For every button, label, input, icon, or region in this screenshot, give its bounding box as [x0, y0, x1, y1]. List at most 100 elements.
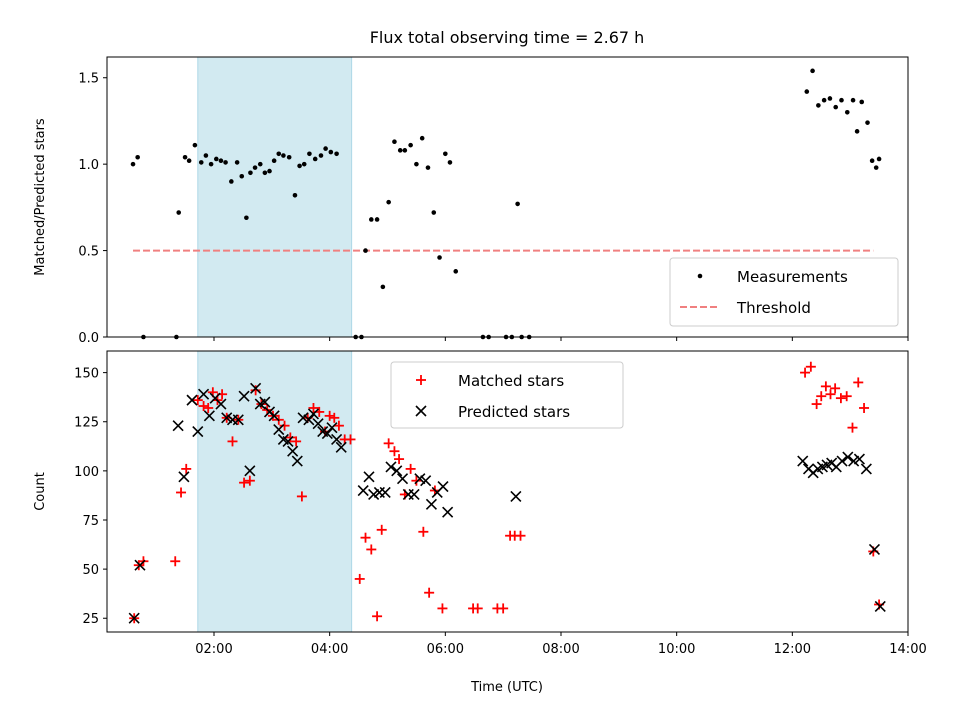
- data-point: [244, 465, 256, 477]
- data-point: [385, 461, 397, 473]
- x-tick-label: 12:00: [774, 642, 811, 657]
- marker-stroke: [232, 414, 244, 426]
- data-point: [130, 161, 136, 167]
- y-tick-label: 0.5: [78, 245, 99, 260]
- data-point: [836, 455, 848, 467]
- data-point: [374, 217, 380, 222]
- data-point: [329, 412, 340, 423]
- marker-stroke: [268, 410, 280, 422]
- shaded-interval: [197, 350, 353, 633]
- marker-stroke: [134, 559, 146, 571]
- data-point: [323, 146, 328, 151]
- x-tick-label: 10:00: [658, 642, 695, 657]
- data-point: [825, 389, 836, 400]
- marker-stroke: [326, 422, 338, 434]
- data-point: [178, 471, 190, 483]
- data-point: [170, 556, 181, 567]
- data-point: [324, 410, 335, 421]
- data-point: [181, 463, 192, 474]
- data-point: [397, 148, 403, 153]
- data-point: [868, 543, 881, 556]
- marker-stroke: [303, 414, 315, 426]
- y-axis-label: Matched/Predicted stars: [33, 118, 48, 276]
- data-point: [198, 388, 210, 400]
- data-point: [223, 160, 228, 165]
- marker-stroke: [198, 388, 210, 400]
- data-point: [227, 436, 238, 447]
- data-point: [472, 603, 483, 614]
- x-tick-label: 06:00: [427, 642, 464, 657]
- data-point: [363, 471, 375, 483]
- data-point: [307, 408, 320, 420]
- marker-stroke: [277, 433, 289, 445]
- data-point: [420, 475, 432, 487]
- data-point: [208, 161, 214, 167]
- data-point: [312, 418, 324, 430]
- data-point: [366, 544, 377, 555]
- data-point: [850, 97, 856, 103]
- data-point: [392, 139, 397, 144]
- data-point: [821, 97, 827, 103]
- data-point: [229, 179, 234, 184]
- data-point: [418, 526, 429, 537]
- marker-stroke: [437, 481, 449, 493]
- data-point: [276, 151, 282, 157]
- marker-stroke: [420, 475, 432, 487]
- data-point: [186, 158, 192, 164]
- data-point: [437, 603, 448, 614]
- marker-stroke: [307, 408, 320, 420]
- marker-stroke: [860, 463, 872, 475]
- marker-stroke: [215, 398, 227, 410]
- data-point: [318, 153, 324, 158]
- data-point: [279, 420, 290, 431]
- data-point: [386, 199, 391, 205]
- data-point: [874, 600, 886, 613]
- data-point: [214, 156, 219, 162]
- data-point: [498, 603, 509, 614]
- data-point: [303, 414, 315, 426]
- data-point: [443, 151, 448, 157]
- data-point: [363, 248, 368, 253]
- data-point: [244, 475, 255, 486]
- data-point: [308, 402, 319, 413]
- legend-label: Matched stars: [458, 372, 564, 390]
- y-tick-label: 1.0: [78, 158, 99, 173]
- data-point: [286, 154, 292, 160]
- data-point: [360, 532, 371, 543]
- data-point: [376, 524, 387, 535]
- marker-stroke: [335, 441, 347, 453]
- y-tick-label: 75: [82, 514, 99, 529]
- data-point: [447, 160, 453, 165]
- y-axis-label: Count: [33, 472, 48, 511]
- data-point: [859, 99, 865, 105]
- data-point: [379, 486, 391, 499]
- marker-stroke: [282, 435, 294, 447]
- data-point: [287, 445, 299, 457]
- data-point: [437, 481, 449, 493]
- data-point: [326, 422, 338, 434]
- data-point: [172, 420, 184, 432]
- data-point: [697, 273, 703, 279]
- data-point: [335, 441, 347, 453]
- marker-stroke: [391, 465, 403, 477]
- data-point: [218, 158, 224, 164]
- data-point: [257, 161, 263, 167]
- data-point: [515, 530, 526, 541]
- data-point: [291, 455, 303, 467]
- x-tick-label: 02:00: [195, 642, 232, 657]
- data-point: [383, 438, 394, 449]
- data-point: [405, 463, 416, 474]
- data-point: [369, 217, 374, 222]
- legend-label: Predicted stars: [458, 403, 570, 421]
- data-point: [296, 491, 307, 502]
- x-axis-label: Time (UTC): [470, 680, 543, 695]
- y-tick-label: 0.0: [78, 331, 99, 346]
- marker-stroke: [357, 484, 369, 497]
- data-point: [510, 490, 522, 502]
- data-point: [411, 475, 422, 486]
- data-point: [515, 201, 520, 207]
- marker-stroke: [259, 396, 271, 408]
- data-point: [414, 161, 419, 167]
- data-point: [333, 420, 344, 431]
